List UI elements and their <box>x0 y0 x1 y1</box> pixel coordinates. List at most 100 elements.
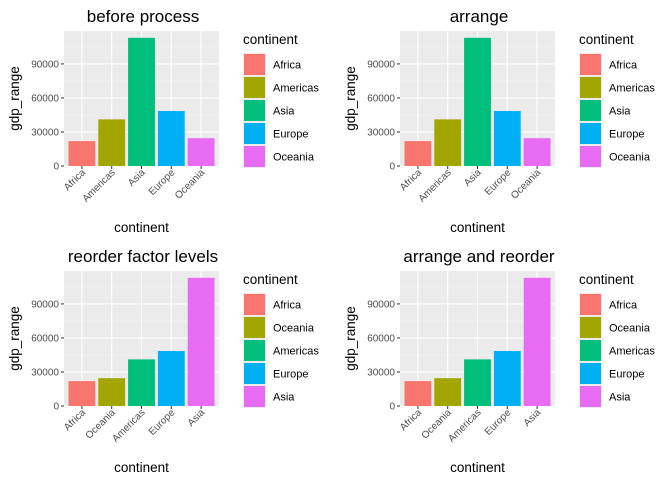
bar-europe <box>157 350 185 406</box>
bar-asia <box>187 277 215 406</box>
bar-africa <box>404 141 432 166</box>
legend-swatch <box>244 123 265 144</box>
legend-label: Europe <box>609 129 644 141</box>
x-tick-label: Asia <box>462 167 484 189</box>
legend-swatch <box>580 317 601 338</box>
x-tick-label: Asia <box>186 407 208 429</box>
y-tick-label: 30000 <box>31 127 59 138</box>
y-tick-label: 30000 <box>31 367 59 378</box>
y-axis-label: gdp_range <box>343 306 358 371</box>
bar-oceania <box>187 138 215 166</box>
bar-asia <box>464 37 491 167</box>
legend-swatch <box>580 123 601 144</box>
x-tick-label: Asia <box>522 407 544 429</box>
x-axis-label: continent <box>114 460 169 475</box>
y-tick-label: 30000 <box>367 127 395 138</box>
legend: continent Africa Oceania Americas Europe Asia <box>579 272 655 408</box>
y-tick-label: 60000 <box>31 333 59 344</box>
legend-label: Europe <box>273 369 308 381</box>
x-tick-label: Oceania <box>509 167 543 201</box>
y-tick-label: 30000 <box>367 367 395 378</box>
bar-americas <box>98 119 126 166</box>
legend-label: Americas <box>273 83 319 95</box>
bar-americas <box>464 359 491 406</box>
y-tick-label: 90000 <box>31 59 59 70</box>
chart-title: arrange <box>450 7 509 26</box>
y-tick-label: 60000 <box>31 93 59 104</box>
x-tick-label: Oceania <box>173 167 207 201</box>
bar-africa <box>68 381 96 406</box>
legend-label: Asia <box>609 106 631 118</box>
chart-panel-4: 0 30000 60000 90000 Africa Oceania Americas Eur… <box>343 247 655 475</box>
x-axis-label: continent <box>450 460 505 475</box>
legend: continent Africa Oceania Americas Europe Asia <box>243 272 319 408</box>
legend-label: Asia <box>273 392 295 404</box>
legend-label: Africa <box>609 300 638 312</box>
y-tick-label: 90000 <box>31 299 59 310</box>
legend-label: Americas <box>609 346 655 358</box>
legend-title: continent <box>579 272 634 287</box>
legend-label: Africa <box>273 300 302 312</box>
legend: continent Africa Americas Asia Europe Oceania <box>243 32 319 168</box>
y-tick-label: 0 <box>389 162 395 173</box>
legend-swatch <box>580 77 601 98</box>
bar-europe <box>493 110 521 166</box>
legend-label: Americas <box>609 83 655 95</box>
y-tick-label: 60000 <box>367 333 395 344</box>
x-tick-label: Americas <box>81 167 118 204</box>
bar-americas <box>128 359 155 406</box>
bar-oceania <box>434 378 462 406</box>
legend-label: Oceania <box>273 323 315 335</box>
legend-label: Oceania <box>609 323 651 335</box>
legend-swatch <box>244 317 265 338</box>
legend-swatch <box>580 294 601 315</box>
x-tick-label: Americas <box>417 167 454 204</box>
legend-swatch <box>580 100 601 121</box>
y-tick-label: 0 <box>389 402 395 413</box>
y-tick-label: 90000 <box>367 299 395 310</box>
legend-title: continent <box>579 32 634 47</box>
legend-swatch <box>244 100 265 121</box>
legend-swatch <box>580 363 601 384</box>
bar-asia <box>128 37 155 167</box>
bar-europe <box>157 110 185 166</box>
x-tick-label: Europe <box>483 407 514 438</box>
legend-label: Oceania <box>609 152 651 164</box>
legend-swatch <box>244 54 265 75</box>
bar-africa <box>404 381 432 406</box>
y-axis-label: gdp_range <box>343 66 358 131</box>
bar-europe <box>493 350 521 406</box>
x-tick-label: Asia <box>126 167 148 189</box>
legend-swatch <box>244 386 265 407</box>
legend-title: continent <box>243 272 298 287</box>
legend-swatch <box>244 77 265 98</box>
legend-swatch <box>244 363 265 384</box>
x-tick-label: Africa <box>62 167 88 193</box>
chart-title: arrange and reorder <box>403 247 555 266</box>
y-axis-label: gdp_range <box>7 66 22 131</box>
bar-americas <box>434 119 462 166</box>
x-tick-label: Europe <box>147 407 178 438</box>
bar-asia <box>523 277 551 406</box>
legend-swatch <box>244 294 265 315</box>
legend-swatch <box>244 146 265 167</box>
legend: continent Africa Americas Asia Europe Oceania <box>579 32 655 168</box>
bar-oceania <box>523 138 551 166</box>
legend-swatch <box>580 340 601 361</box>
y-tick-label: 0 <box>53 402 59 413</box>
y-tick-label: 60000 <box>367 93 395 104</box>
y-axis-label: gdp_range <box>7 306 22 371</box>
chart-title: reorder factor levels <box>68 247 218 266</box>
x-tick-label: Americas <box>110 407 147 444</box>
y-tick-label: 90000 <box>367 59 395 70</box>
bar-oceania <box>98 378 126 406</box>
chart-panel-2: 0 30000 60000 90000 Africa Americas Asia Europe… <box>343 7 655 235</box>
legend-label: Americas <box>273 346 319 358</box>
y-tick-label: 0 <box>53 162 59 173</box>
legend-swatch <box>244 340 265 361</box>
x-tick-label: Africa <box>398 407 424 433</box>
legend-label: Africa <box>609 60 638 72</box>
